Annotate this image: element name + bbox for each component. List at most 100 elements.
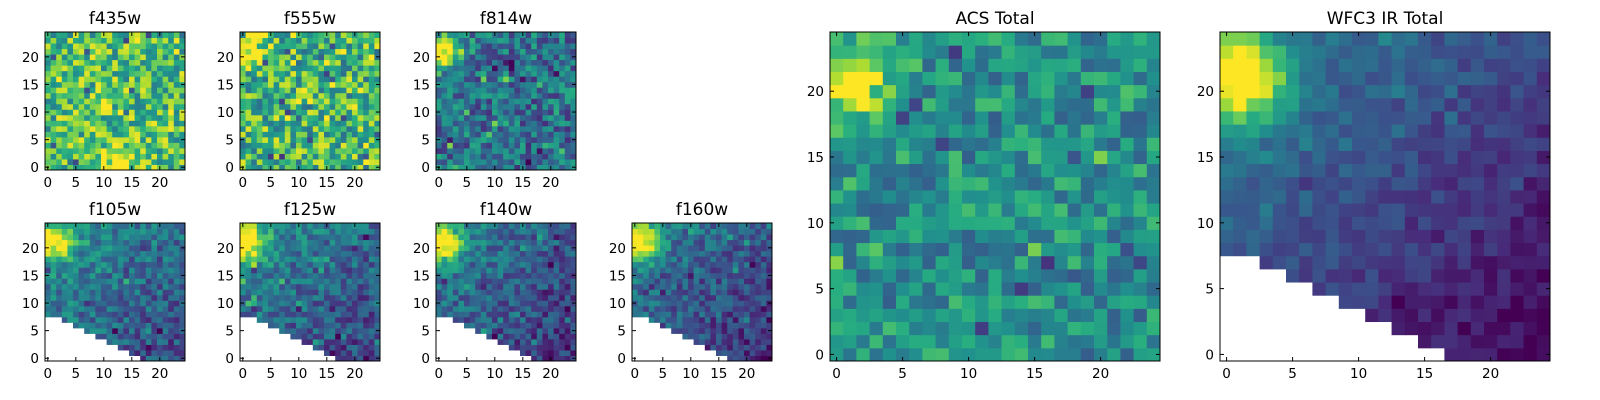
heatmap-cell — [869, 255, 884, 270]
heatmap-cell — [318, 300, 325, 307]
heatmap-cell — [480, 153, 487, 160]
heatmap-cells — [45, 32, 186, 171]
heatmap-cell — [312, 300, 319, 307]
heatmap-cell — [559, 300, 566, 307]
heatmap-cell — [256, 48, 263, 55]
heatmap-cell — [531, 158, 538, 165]
heatmap-cell — [760, 283, 767, 290]
heatmap-cell — [134, 349, 141, 356]
heatmap-cell — [290, 147, 297, 154]
heatmap-cell — [312, 278, 319, 285]
heatmap-cell — [559, 311, 566, 318]
heatmap-cell — [497, 48, 504, 55]
heatmap-cell — [101, 250, 108, 257]
heatmap-cell — [922, 255, 937, 270]
heatmap-cell — [732, 344, 739, 351]
heatmap-cell — [536, 142, 543, 149]
heatmap-cell — [570, 305, 577, 312]
heatmap-cell — [290, 32, 297, 39]
heatmap-cell — [480, 70, 487, 77]
heatmap-cell — [346, 267, 353, 274]
heatmap-cell — [56, 70, 63, 77]
heatmap-cell — [329, 87, 336, 94]
heatmap-cell — [1067, 32, 1082, 46]
heatmap-cell — [173, 136, 180, 143]
heatmap-cell — [856, 308, 871, 323]
heatmap-cell — [346, 92, 353, 99]
heatmap-cell — [1107, 229, 1121, 244]
heatmap-cell — [520, 256, 527, 263]
heatmap-cell — [256, 305, 263, 312]
heatmap-cell — [95, 261, 102, 268]
heatmap-cell — [256, 65, 263, 72]
heatmap-cell — [559, 234, 566, 241]
heatmap-cell — [922, 282, 937, 296]
heatmap-cell — [559, 223, 566, 230]
heatmap-cell — [73, 311, 80, 318]
heatmap-cell — [268, 54, 275, 61]
heatmap-cell — [475, 98, 482, 105]
heatmap-cell — [290, 54, 297, 61]
heatmap-cell — [564, 327, 571, 334]
heatmap-cell — [157, 103, 164, 110]
heatmap-cell — [548, 142, 555, 149]
heatmap-cell — [1001, 97, 1016, 112]
heatmap-cell — [458, 103, 465, 110]
heatmap-cell — [514, 261, 521, 268]
heatmap-cell — [50, 164, 57, 171]
heatmap-cell — [559, 147, 566, 154]
heatmap-cell — [458, 125, 465, 132]
heatmap-cell — [173, 37, 180, 44]
heatmap-cell — [458, 59, 465, 66]
heatmap-cell — [559, 76, 566, 83]
heatmap-cell — [643, 289, 650, 296]
heatmap-cell — [290, 261, 297, 268]
heatmap-cell — [262, 43, 269, 50]
heatmap-cell — [318, 65, 325, 72]
heatmap-cell — [1001, 268, 1016, 283]
heatmap-cell — [531, 278, 538, 285]
heatmap-cell — [245, 158, 252, 165]
heatmap-cell — [760, 228, 767, 235]
heatmap-cell — [436, 283, 443, 290]
heatmap-cell — [486, 278, 493, 285]
heatmap-cell — [50, 54, 57, 61]
heatmap-cell — [157, 289, 164, 296]
heatmap-cell — [648, 300, 655, 307]
heatmap-cell — [869, 321, 884, 336]
heatmap-cell — [475, 305, 482, 312]
heatmap-cell — [117, 239, 124, 246]
heatmap-cell — [240, 311, 247, 318]
heatmap-cell — [340, 114, 347, 121]
heatmap-cell — [727, 289, 734, 296]
heatmap-cell — [843, 32, 857, 46]
heatmap-cell — [112, 92, 119, 99]
heatmap-cell — [346, 261, 353, 268]
heatmap-cell — [168, 239, 175, 246]
heatmap-cell — [256, 234, 263, 241]
heatmap-cell — [688, 322, 695, 329]
heatmap-cell — [368, 109, 375, 116]
heatmap-cell — [553, 300, 560, 307]
heatmap-cell — [452, 300, 459, 307]
heatmap-cell — [50, 120, 57, 127]
heatmap-cell — [464, 245, 471, 252]
heatmap-cell — [508, 234, 515, 241]
heatmap-cell — [173, 103, 180, 110]
heatmap-cell — [948, 137, 963, 151]
heatmap-cell — [458, 114, 465, 121]
heatmap-cell — [251, 164, 258, 171]
heatmap-cell — [536, 228, 543, 235]
heatmap-cell — [340, 316, 347, 323]
heatmap-cell — [157, 245, 164, 252]
heatmap-cell — [245, 48, 252, 55]
heatmap-cell — [492, 103, 499, 110]
heatmap-cell — [89, 48, 96, 55]
heatmap-cell — [352, 267, 359, 274]
heatmap-cell — [514, 311, 521, 318]
heatmap-cell — [273, 300, 280, 307]
heatmap-cell — [1041, 203, 1055, 217]
heatmap-cell — [1120, 282, 1135, 296]
heatmap-cell — [1014, 163, 1029, 178]
heatmap-cell — [284, 147, 291, 154]
